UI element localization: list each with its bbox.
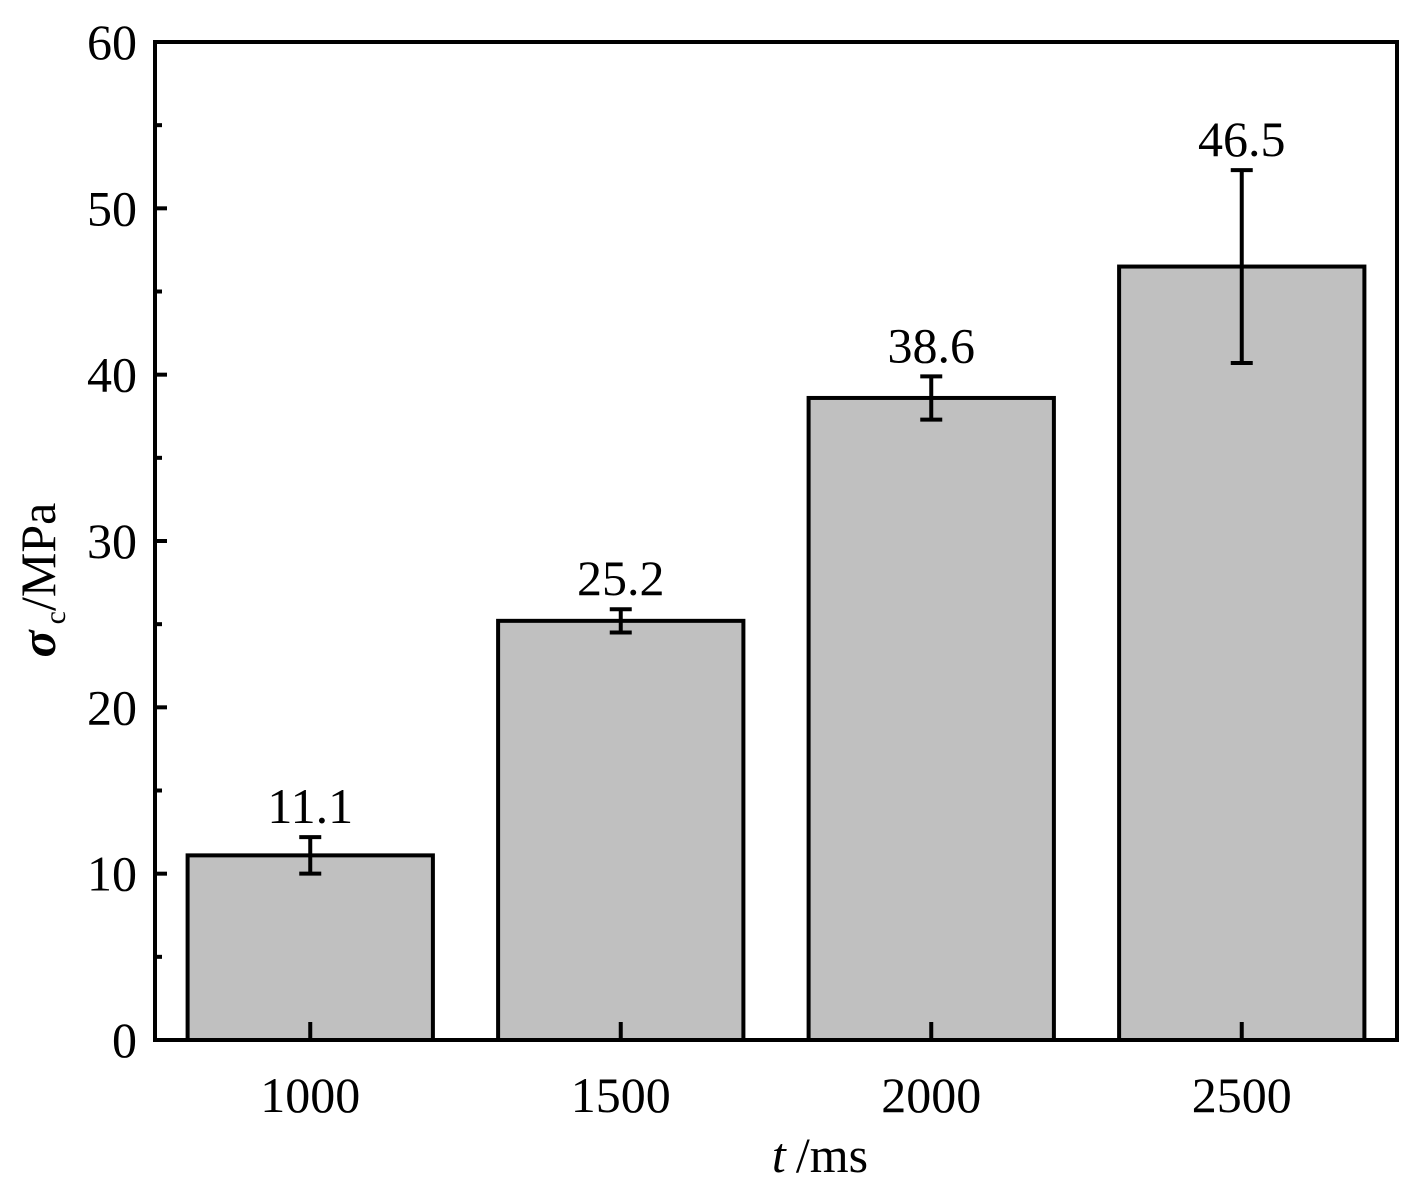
- y-tick-label: 40: [87, 347, 137, 403]
- x-tick-label: 2000: [881, 1067, 981, 1123]
- y-axis-label: σc/MPa: [10, 503, 72, 658]
- y-tick-label: 0: [112, 1012, 137, 1068]
- bar: [496, 618, 746, 1043]
- error-bar: [609, 607, 632, 635]
- y-tick-label: 60: [87, 14, 137, 70]
- x-tick-label: 1000: [260, 1067, 360, 1123]
- y-tick-label: 30: [87, 513, 137, 569]
- x-label-unit: /ms: [796, 1127, 868, 1183]
- bar: [185, 853, 435, 1042]
- error-bar: [299, 835, 322, 876]
- y-label-unit: /MPa: [10, 503, 66, 611]
- error-bar: [920, 374, 943, 422]
- value-label: 46.5: [1198, 111, 1286, 167]
- y-tick-label: 10: [87, 846, 137, 902]
- value-label: 11.1: [267, 778, 353, 834]
- y-tick-label: 50: [87, 180, 137, 236]
- y-tick-label: 20: [87, 679, 137, 735]
- x-label-symbol: t: [772, 1127, 787, 1183]
- value-label: 25.2: [577, 550, 665, 606]
- y-label-subscript: c: [39, 611, 72, 624]
- bar: [1117, 264, 1367, 1042]
- error-bar: [1230, 168, 1253, 366]
- plot-frame: [153, 40, 1399, 1042]
- value-label: 38.6: [888, 317, 976, 373]
- bar: [806, 395, 1056, 1043]
- x-tick-label: 2500: [1192, 1067, 1292, 1123]
- x-axis-label: t/ms: [772, 1127, 868, 1183]
- x-tick-label: 1500: [571, 1067, 671, 1123]
- y-label-symbol: σ: [10, 628, 66, 657]
